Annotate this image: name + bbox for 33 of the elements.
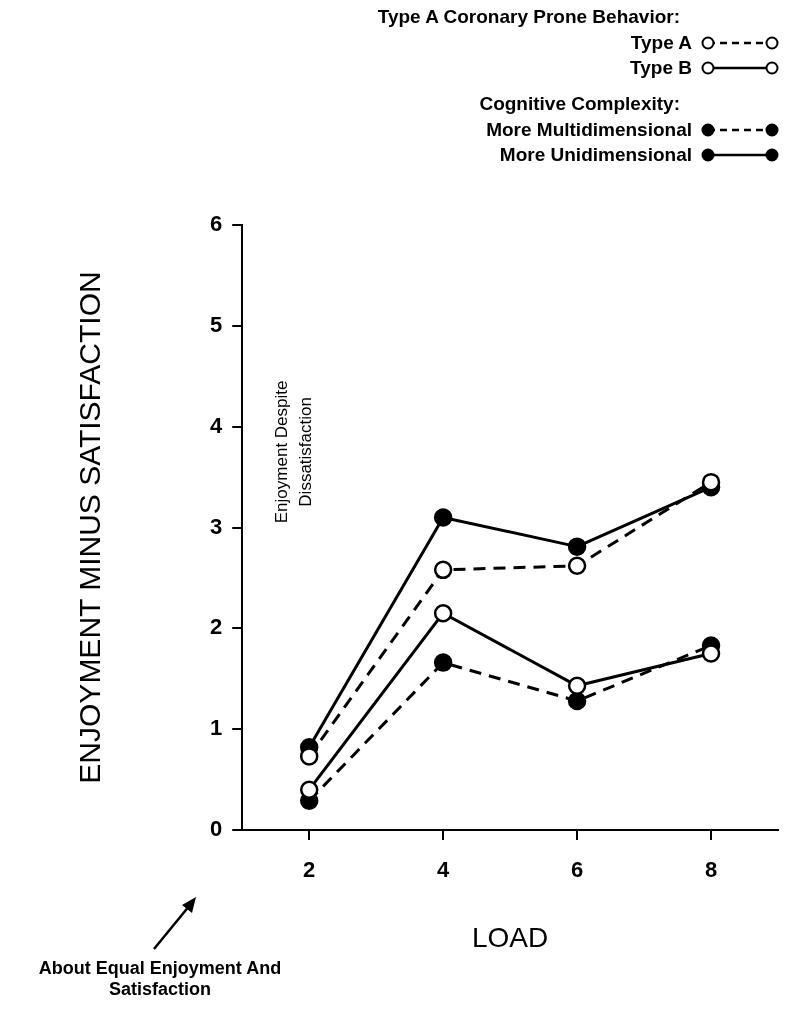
point bbox=[567, 556, 587, 576]
x-axis-title: LOAD bbox=[471, 921, 549, 953]
x-tick-label: 6 bbox=[570, 857, 584, 883]
x-tick-label: 2 bbox=[303, 857, 316, 883]
point bbox=[299, 780, 319, 799]
y-tick-label: 1 bbox=[209, 715, 223, 741]
y-tick-label: 5 bbox=[209, 311, 223, 337]
y-tick-label: 3 bbox=[209, 513, 223, 539]
point bbox=[433, 603, 453, 623]
legend-label: Type A bbox=[630, 32, 692, 54]
point bbox=[567, 691, 587, 711]
point bbox=[701, 472, 721, 492]
y-axis-title: ENJOYMENT MINUS SATISFACTION bbox=[73, 271, 107, 784]
y-tick-label: 4 bbox=[209, 412, 223, 438]
text: Cognitive Complexity: bbox=[478, 93, 680, 115]
x-tick-label: 4 bbox=[437, 857, 451, 883]
legend-label: More Multidimensional bbox=[486, 119, 692, 141]
point bbox=[701, 644, 721, 663]
y-tick-label: 2 bbox=[209, 614, 223, 640]
point bbox=[433, 653, 453, 672]
x-tick-label: 8 bbox=[704, 857, 718, 883]
point bbox=[567, 676, 587, 696]
y-tick-label: 0 bbox=[209, 816, 223, 842]
point bbox=[433, 560, 453, 580]
y-tick-label: 6 bbox=[209, 211, 223, 237]
text: About Equal Enjoyment And Satisfaction bbox=[37, 958, 283, 1000]
point bbox=[567, 537, 587, 556]
point bbox=[433, 508, 453, 527]
point bbox=[299, 747, 319, 766]
legend-title: Type A Coronary Prone Behavior: bbox=[377, 6, 680, 28]
annotation: Enjoyment Despite Dissatisfaction bbox=[272, 380, 316, 524]
legend-label: Type B bbox=[630, 57, 692, 79]
legend-label: More Unidimensional bbox=[499, 144, 692, 166]
